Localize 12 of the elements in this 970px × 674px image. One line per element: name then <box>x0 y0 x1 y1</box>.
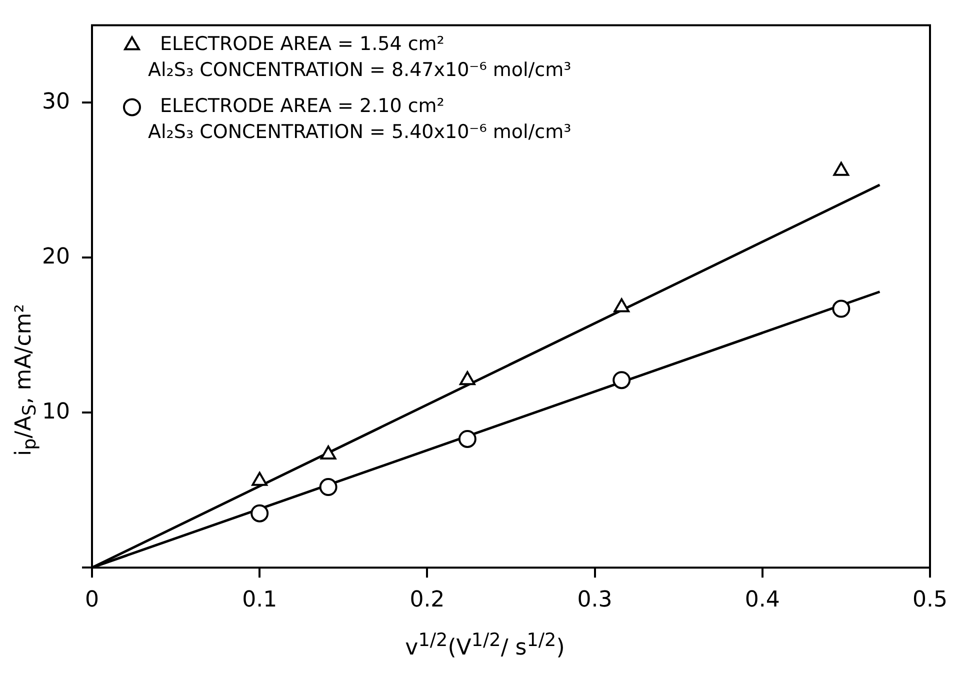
x-tick-label: 0.5 <box>912 588 948 613</box>
x-tick-label: 0 <box>84 588 99 613</box>
y-tick-label: 30 <box>42 89 70 114</box>
y-tick-label: 20 <box>42 244 70 270</box>
legend-label: ELECTRODE AREA = 2.10 cm² Al₂S₃ CONCENTRATION = 5.40x10⁻⁶ mol/cm³ <box>148 95 572 144</box>
legend-label: ELECTRODE AREA = 1.54 cm² Al₂S₃ CONCENTRATION = 8.47x10⁻⁶ mol/cm³ <box>148 33 572 82</box>
x-tick-label: 0.3 <box>577 588 612 613</box>
x-tick-label: 0.4 <box>744 588 780 613</box>
x-tick-label: 0.1 <box>242 588 278 613</box>
x-tick-label: 0.2 <box>410 588 445 613</box>
x-axis-title: v$^{1/2}$(V$^{1/2}$/ s$^{1/2}$) <box>404 630 566 660</box>
y-tick-label: 10 <box>42 399 70 424</box>
